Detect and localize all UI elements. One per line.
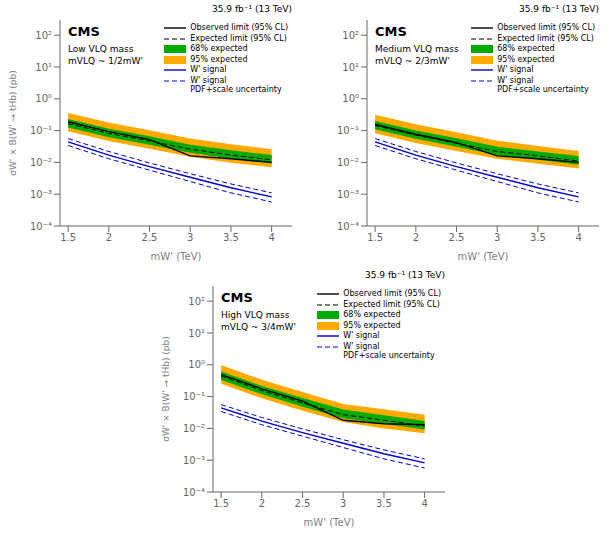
html-text:68% expected: 68% expected — [497, 44, 555, 53]
html-text:W' signal: W' signal — [343, 331, 380, 340]
html-text:mVLQ ~ 1/2mW': mVLQ ~ 1/2mW' — [68, 56, 143, 66]
svg-text:10⁻²: 10⁻² — [30, 157, 52, 168]
svg-text:10⁻¹: 10⁻¹ — [183, 391, 205, 402]
html-text:CMS: CMS — [68, 24, 100, 39]
html-text:PDF+scale uncertainty: PDF+scale uncertainty — [497, 85, 589, 94]
svg-text:4: 4 — [421, 498, 427, 509]
svg-text:4: 4 — [575, 232, 581, 243]
svg-text:2: 2 — [259, 498, 265, 509]
svg-text:10⁻²: 10⁻² — [337, 157, 359, 168]
svg-text:3: 3 — [494, 232, 500, 243]
html-text:PDF+scale uncertainty: PDF+scale uncertainty — [343, 351, 435, 360]
svg-text:10⁻⁴: 10⁻⁴ — [337, 221, 359, 232]
html-text:High VLQ mass: High VLQ mass — [221, 310, 290, 320]
svg-text:3.5: 3.5 — [376, 498, 392, 509]
html-text:Observed limit (95% CL): Observed limit (95% CL) — [190, 23, 288, 32]
html-text:Observed limit (95% CL): Observed limit (95% CL) — [497, 23, 595, 32]
html-text:Expected limit (95% CL): Expected limit (95% CL) — [497, 33, 594, 43]
svg-text:10⁰: 10⁰ — [188, 359, 205, 370]
html-text:PDF+scale uncertainty: PDF+scale uncertainty — [190, 85, 282, 94]
svg-text:4: 4 — [268, 232, 274, 243]
svg-text:10⁻⁴: 10⁻⁴ — [30, 221, 52, 232]
svg-text:mW' (TeV): mW' (TeV) — [458, 251, 509, 262]
svg-text:10¹: 10¹ — [188, 328, 205, 339]
svg-text:mW' (TeV): mW' (TeV) — [151, 251, 202, 262]
html-text:95% expected: 95% expected — [497, 54, 555, 64]
html-text:mVLQ ~ 3/4mW': mVLQ ~ 3/4mW' — [221, 322, 296, 332]
html-text:95% expected: 95% expected — [190, 54, 248, 64]
svg-text:1.5: 1.5 — [60, 232, 76, 243]
html-text:CMS: CMS — [375, 24, 407, 39]
html-text:Medium VLQ mass: Medium VLQ mass — [375, 44, 459, 54]
svg-text:2.5: 2.5 — [295, 498, 311, 509]
svg-text:1.5: 1.5 — [213, 498, 229, 509]
svg-text:10⁻³: 10⁻³ — [337, 189, 359, 200]
svg-text:10¹: 10¹ — [342, 62, 359, 73]
html-text:W' signal: W' signal — [497, 75, 534, 85]
html-text:Expected limit (95% CL): Expected limit (95% CL) — [190, 33, 287, 43]
svg-text:10⁻¹: 10⁻¹ — [30, 125, 52, 136]
svg-text:3: 3 — [187, 232, 193, 243]
html-text:W' signal: W' signal — [497, 65, 534, 74]
svg-text:10⁻³: 10⁻³ — [183, 455, 205, 466]
svg-text:mW' (TeV): mW' (TeV) — [304, 517, 355, 528]
svg-text:10²: 10² — [342, 30, 359, 41]
html-text:mVLQ ~ 2/3mW': mVLQ ~ 2/3mW' — [375, 56, 450, 66]
svg-text:σW' × B(W' → tHb) (pb): σW' × B(W' → tHb) (pb) — [8, 70, 18, 176]
html-text:W' signal: W' signal — [190, 65, 227, 74]
svg-text:10¹: 10¹ — [35, 62, 52, 73]
html-text:CMS: CMS — [221, 290, 253, 305]
svg-text:10⁰: 10⁰ — [342, 93, 359, 104]
html-text:35.9 fb⁻¹ (13 TeV): 35.9 fb⁻¹ (13 TeV) — [519, 4, 599, 14]
svg-text:10⁻²: 10⁻² — [183, 423, 205, 434]
html-text:95% expected: 95% expected — [343, 320, 401, 330]
svg-text:10⁻¹: 10⁻¹ — [337, 125, 359, 136]
html-text:Expected limit (95% CL): Expected limit (95% CL) — [343, 299, 440, 309]
svg-text:10²: 10² — [188, 296, 205, 307]
svg-text:3: 3 — [340, 498, 346, 509]
svg-text:10²: 10² — [35, 30, 52, 41]
svg-text:3.5: 3.5 — [530, 232, 546, 243]
html-text:68% expected: 68% expected — [343, 310, 401, 319]
svg-text:σW' × B(W' → tHb) (pb): σW' × B(W' → tHb) (pb) — [161, 336, 171, 442]
svg-text:10⁻³: 10⁻³ — [30, 189, 52, 200]
html-text:W' signal: W' signal — [190, 75, 227, 85]
html-text:Low VLQ mass: Low VLQ mass — [68, 44, 134, 54]
svg-text:1.5: 1.5 — [367, 232, 383, 243]
html-text:Observed limit (95% CL): Observed limit (95% CL) — [343, 289, 441, 298]
svg-text:2.5: 2.5 — [449, 232, 465, 243]
svg-text:10⁻⁴: 10⁻⁴ — [183, 487, 205, 498]
svg-text:10⁰: 10⁰ — [35, 93, 52, 104]
html-text:W' signal: W' signal — [343, 341, 380, 351]
svg-text:2.5: 2.5 — [142, 232, 158, 243]
html-text:68% expected: 68% expected — [190, 44, 248, 53]
svg-text:3.5: 3.5 — [223, 232, 239, 243]
html-text:35.9 fb⁻¹ (13 TeV): 35.9 fb⁻¹ (13 TeV) — [365, 270, 445, 280]
svg-text:2: 2 — [106, 232, 112, 243]
html-text:35.9 fb⁻¹ (13 TeV): 35.9 fb⁻¹ (13 TeV) — [212, 4, 292, 14]
svg-text:2: 2 — [413, 232, 419, 243]
